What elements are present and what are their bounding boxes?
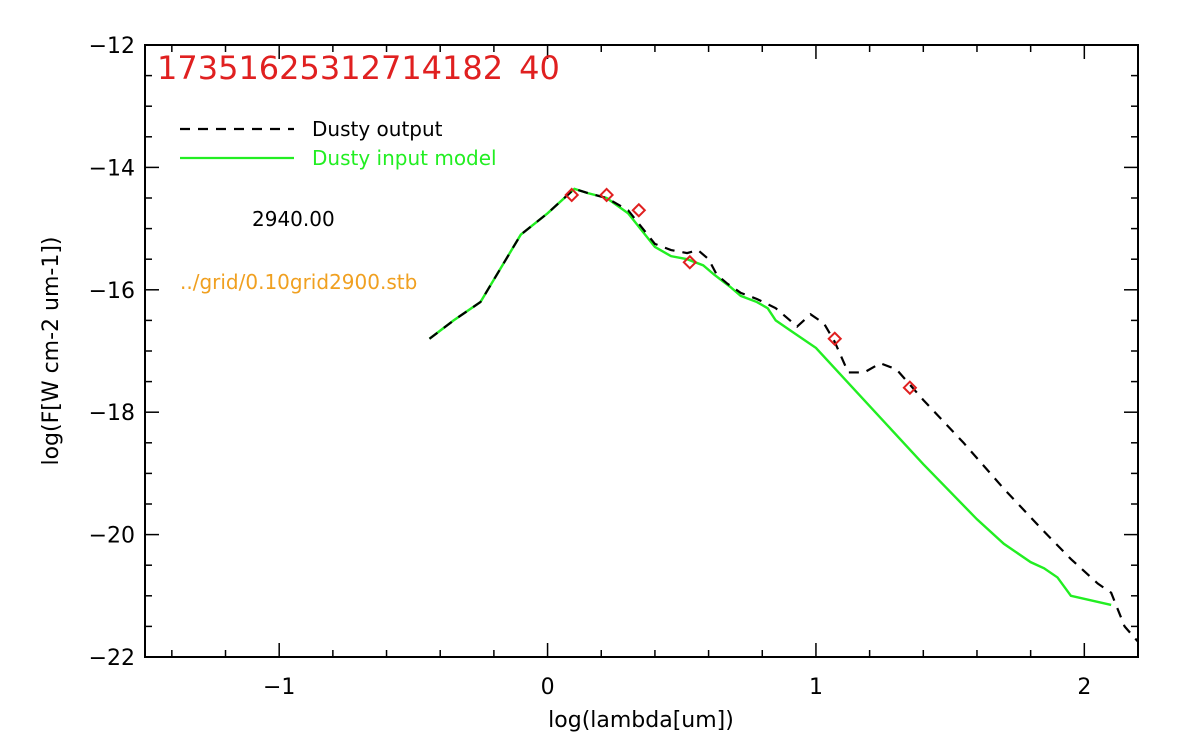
data-point-diamond <box>827 331 843 347</box>
y-tick-label: −16 <box>89 279 135 304</box>
temperature-annotation: 2940.00 <box>252 207 335 231</box>
axis-ticks <box>145 44 1139 658</box>
y-axis-title: log(F[W cm-2 um-1]) <box>39 236 64 465</box>
legend-input-label: Dusty input model <box>312 146 497 170</box>
legend-output-label: Dusty output <box>312 117 443 141</box>
y-tick-label: −14 <box>89 156 135 181</box>
grid-file-annotation: ../grid/0.10grid2900.stb <box>180 270 417 294</box>
series-layer <box>428 187 1139 643</box>
y-tick-label: −18 <box>89 401 135 426</box>
x-tick-label: 0 <box>541 675 555 700</box>
data-point-diamond <box>564 187 580 203</box>
data-point-diamond <box>599 187 615 203</box>
x-tick-label: 2 <box>1077 675 1091 700</box>
y-tick-label: −22 <box>89 646 135 671</box>
data-point-diamond <box>902 380 918 396</box>
y-tick-label: −12 <box>89 34 135 59</box>
data-point-diamond <box>631 202 647 218</box>
series-line-dusty-output <box>428 187 1139 643</box>
axis-tick-labels: −1 0 1 2 −22 −20 −18 −16 −14 −12 <box>89 34 1092 700</box>
series-line-dusty-input-model <box>428 187 1112 607</box>
x-tick-label: 1 <box>809 675 823 700</box>
source-id-label: 17351625312714182 40 <box>157 49 560 87</box>
y-tick-label: −20 <box>89 524 135 549</box>
plot-frame <box>144 44 1139 658</box>
x-axis-title: log(lambda[um]) <box>548 708 734 733</box>
data-point-diamond <box>682 254 698 270</box>
x-tick-label: −1 <box>263 675 295 700</box>
